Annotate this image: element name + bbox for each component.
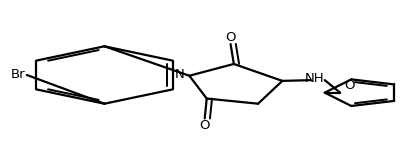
Text: Br: Br — [11, 69, 26, 81]
Text: NH: NH — [305, 72, 324, 85]
Text: N: N — [174, 68, 184, 81]
Text: O: O — [199, 118, 210, 132]
Text: O: O — [225, 31, 236, 44]
Text: O: O — [344, 80, 354, 93]
